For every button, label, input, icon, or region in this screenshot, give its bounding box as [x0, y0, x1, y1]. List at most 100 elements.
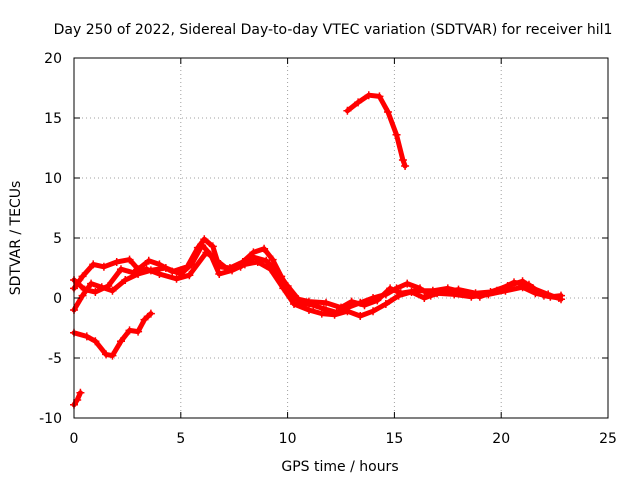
- data-point: [347, 297, 356, 306]
- data-point: [375, 92, 384, 101]
- grid-lines: [74, 58, 608, 418]
- data-point: [172, 274, 181, 283]
- data-point: [304, 306, 313, 314]
- x-axis-label: GPS time / hours: [281, 459, 398, 475]
- data-point: [364, 91, 373, 100]
- data-point: [187, 260, 196, 269]
- data-point: [279, 284, 288, 293]
- data-point: [524, 280, 533, 289]
- x-tick-label: 25: [599, 431, 617, 447]
- data-point: [76, 388, 85, 397]
- y-tick-label: 5: [53, 231, 62, 247]
- series-line: [71, 311, 154, 359]
- data-point: [330, 310, 339, 319]
- data-series: [70, 91, 566, 409]
- data-point: [343, 106, 352, 115]
- data-point: [91, 337, 100, 346]
- data-point: [268, 255, 277, 264]
- x-tick-label: 10: [279, 431, 297, 447]
- data-point: [510, 278, 519, 287]
- data-point: [198, 241, 207, 250]
- data-point: [401, 162, 410, 170]
- x-tick-label: 0: [70, 431, 79, 447]
- data-point: [354, 98, 363, 107]
- data-point: [125, 255, 134, 264]
- series-track-e: [343, 91, 410, 170]
- data-point: [475, 292, 484, 301]
- data-point: [144, 256, 153, 265]
- x-tick-labels: 0 5 10 15 20 25: [70, 431, 617, 447]
- data-point: [140, 315, 149, 324]
- data-point: [304, 297, 313, 306]
- y-tick-label: 15: [44, 111, 62, 127]
- data-point: [386, 284, 395, 293]
- data-point: [428, 286, 437, 295]
- data-point: [116, 265, 125, 274]
- data-point: [78, 272, 87, 281]
- data-point: [398, 156, 407, 164]
- data-point: [213, 256, 222, 265]
- data-point: [539, 291, 548, 300]
- data-point: [112, 258, 121, 266]
- data-point: [87, 279, 96, 288]
- data-point: [129, 268, 138, 277]
- data-point: [89, 260, 98, 269]
- data-point: [396, 289, 405, 298]
- data-point: [458, 288, 467, 296]
- data-point: [73, 396, 82, 404]
- y-tick-label: 10: [44, 171, 62, 187]
- data-point: [185, 271, 194, 280]
- data-point: [91, 288, 100, 296]
- data-point: [294, 295, 303, 304]
- chart-title: Day 250 of 2022, Sidereal Day-to-day VTE…: [54, 22, 613, 38]
- data-point: [411, 286, 420, 295]
- data-point: [403, 279, 412, 288]
- data-point: [142, 265, 151, 274]
- data-point: [155, 270, 164, 278]
- data-point: [208, 242, 217, 251]
- series-track-c: [70, 248, 563, 312]
- data-point: [102, 350, 111, 359]
- data-point: [392, 130, 401, 139]
- data-point: [104, 282, 113, 290]
- data-point: [125, 326, 134, 335]
- data-point: [272, 267, 281, 276]
- data-point: [443, 284, 452, 293]
- data-point: [492, 286, 501, 295]
- data-point: [80, 285, 89, 294]
- data-point: [215, 270, 224, 278]
- data-point: [262, 256, 271, 265]
- data-point: [161, 264, 170, 272]
- data-point: [202, 248, 211, 257]
- series-line: [344, 92, 408, 169]
- data-point: [108, 351, 117, 360]
- y-tick-labels: -10 -5 0 5 10 15 20: [39, 51, 62, 427]
- data-point: [369, 307, 378, 316]
- y-tick-label: -5: [48, 351, 62, 367]
- data-point: [343, 307, 352, 316]
- data-point: [99, 262, 108, 271]
- x-tick-label: 20: [492, 431, 510, 447]
- series-track-d: [70, 309, 155, 360]
- data-point: [322, 298, 331, 307]
- data-point: [283, 282, 292, 290]
- y-tick-label: -10: [39, 411, 62, 427]
- data-point: [420, 294, 429, 302]
- x-tick-label: 15: [385, 431, 403, 447]
- data-point: [121, 276, 130, 284]
- y-axis-label: SDTVAR / TECUs: [8, 181, 24, 296]
- data-point: [381, 300, 390, 308]
- data-point: [317, 309, 326, 318]
- data-point: [134, 327, 143, 336]
- data-point: [337, 303, 345, 312]
- data-point: [236, 262, 245, 271]
- data-point: [78, 291, 87, 300]
- data-point: [554, 294, 563, 302]
- data-point: [373, 296, 382, 305]
- data-point: [360, 301, 369, 310]
- data-point: [200, 235, 209, 244]
- data-point: [146, 309, 155, 318]
- data-point: [108, 286, 117, 295]
- data-point: [223, 265, 232, 274]
